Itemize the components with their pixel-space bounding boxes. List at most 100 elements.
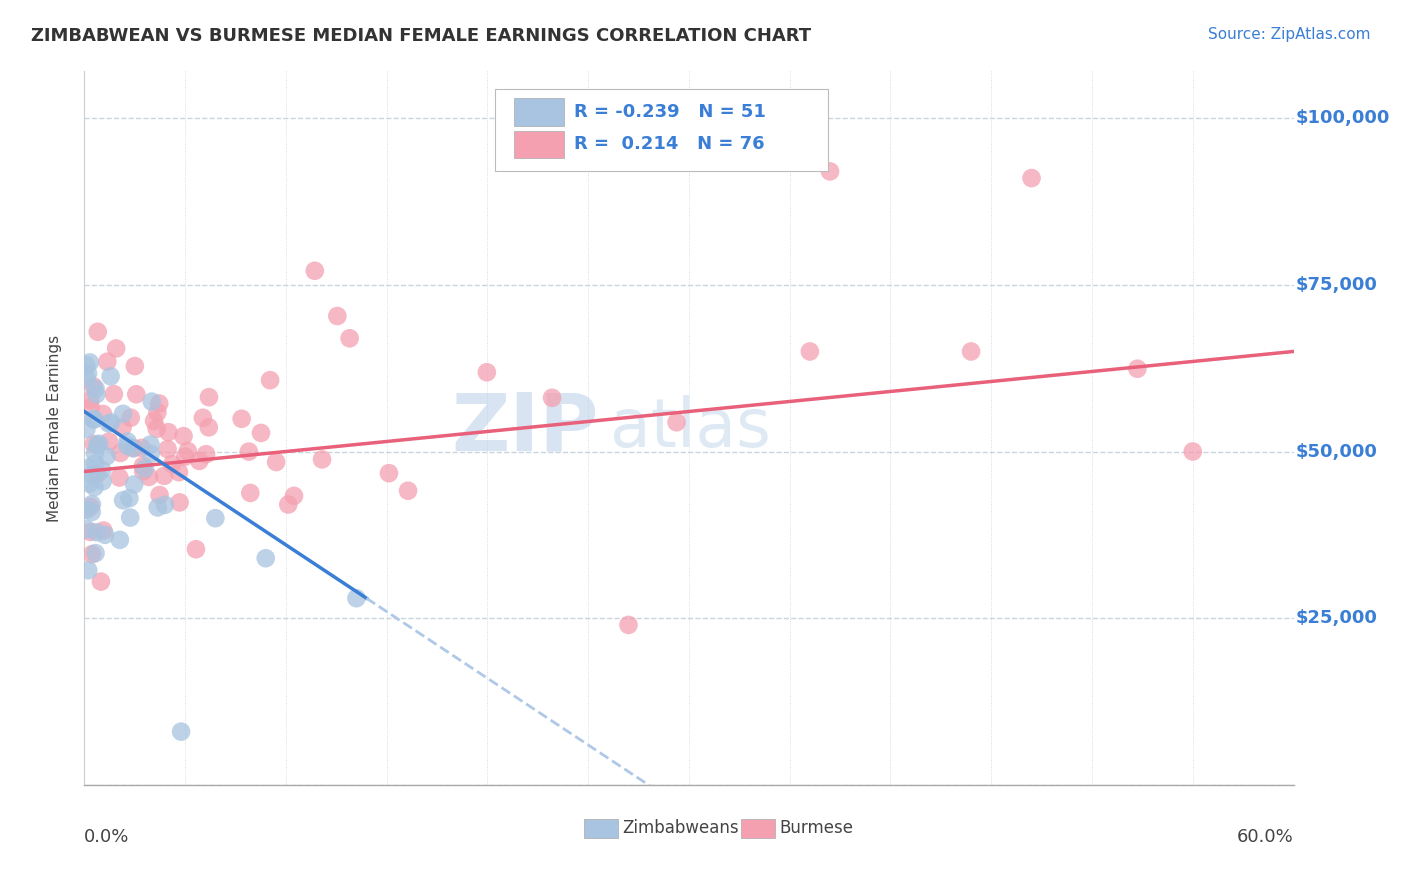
Point (84, 387, 107, 401)
Point (122, 441, 145, 455)
Point (134, 461, 156, 475)
Point (169, 495, 191, 509)
Point (77, 460, 100, 475)
Point (139, 437, 162, 451)
Point (264, 455, 287, 469)
Point (94, 528, 117, 542)
Text: 60.0%: 60.0% (1237, 828, 1294, 846)
Point (100, 416, 122, 430)
Point (311, 452, 333, 467)
Point (132, 464, 155, 478)
Point (108, 533, 131, 547)
Point (115, 439, 138, 453)
Point (167, 465, 190, 479)
Point (617, 618, 640, 632)
Point (86, 467, 108, 481)
Point (90, 574, 112, 589)
Point (138, 470, 160, 484)
Point (112, 407, 135, 421)
Point (198, 390, 221, 404)
Point (118, 491, 141, 505)
Point (475, 365, 498, 379)
Point (143, 414, 166, 428)
Point (121, 441, 143, 455)
Point (231, 412, 253, 426)
Text: Source: ZipAtlas.com: Source: ZipAtlas.com (1208, 27, 1371, 42)
Text: ZIP: ZIP (451, 389, 599, 467)
Point (146, 500, 169, 515)
Point (79, 524, 101, 539)
Text: ZIMBABWEAN VS BURMESE MEDIAN FEMALE EARNINGS CORRELATION CHART: ZIMBABWEAN VS BURMESE MEDIAN FEMALE EARN… (31, 27, 811, 45)
Point (239, 486, 262, 500)
Point (103, 387, 125, 401)
Point (339, 331, 361, 345)
Point (77, 563, 100, 577)
Point (98, 434, 121, 449)
Point (110, 446, 132, 460)
Point (83, 437, 105, 451)
Point (112, 493, 135, 508)
Point (83, 446, 105, 460)
Point (84, 546, 107, 560)
Point (100, 369, 122, 384)
Point (326, 309, 349, 323)
Point (86, 438, 108, 452)
Point (117, 434, 139, 449)
Point (125, 387, 148, 401)
Point (173, 429, 195, 443)
Point (153, 498, 176, 512)
Point (177, 444, 200, 458)
Point (191, 410, 214, 425)
Point (80, 468, 103, 483)
Point (75, 503, 97, 517)
Point (148, 396, 170, 410)
Point (541, 391, 564, 405)
Text: R = -0.239   N = 51: R = -0.239 N = 51 (574, 103, 766, 121)
Point (84, 382, 107, 396)
Point (75, 359, 97, 373)
Point (105, 342, 128, 356)
Point (132, 458, 155, 473)
Point (188, 454, 211, 468)
Point (197, 420, 219, 434)
Point (80, 497, 103, 511)
Point (254, 551, 277, 566)
Point (122, 477, 145, 491)
Point (83, 412, 105, 426)
Point (346, 591, 368, 606)
Point (184, 542, 207, 557)
Point (79, 500, 101, 514)
Point (665, 415, 688, 429)
Point (80, 401, 103, 415)
Point (91, 463, 114, 477)
Point (156, 442, 179, 457)
Point (195, 447, 218, 461)
Point (1021, 171, 1043, 186)
Point (87, 325, 110, 339)
Point (131, 441, 153, 455)
Point (799, 344, 821, 359)
Point (139, 447, 162, 461)
Point (96, 354, 118, 368)
Point (204, 511, 226, 525)
Text: atlas: atlas (610, 395, 772, 461)
Point (91, 475, 114, 489)
Point (83, 412, 105, 426)
Text: $75,000: $75,000 (1296, 276, 1378, 293)
Point (304, 264, 326, 278)
Point (396, 483, 419, 498)
Text: $100,000: $100,000 (1296, 109, 1391, 127)
Point (80, 505, 103, 519)
Point (120, 510, 142, 524)
Point (141, 394, 163, 409)
Point (97, 417, 120, 431)
Point (79, 476, 101, 491)
Point (86, 525, 108, 540)
Text: $25,000: $25,000 (1296, 609, 1378, 627)
Point (83, 480, 105, 494)
Text: Burmese: Burmese (780, 820, 853, 838)
Point (89, 436, 111, 450)
Point (960, 344, 983, 359)
Point (84, 457, 107, 471)
Point (238, 444, 260, 458)
